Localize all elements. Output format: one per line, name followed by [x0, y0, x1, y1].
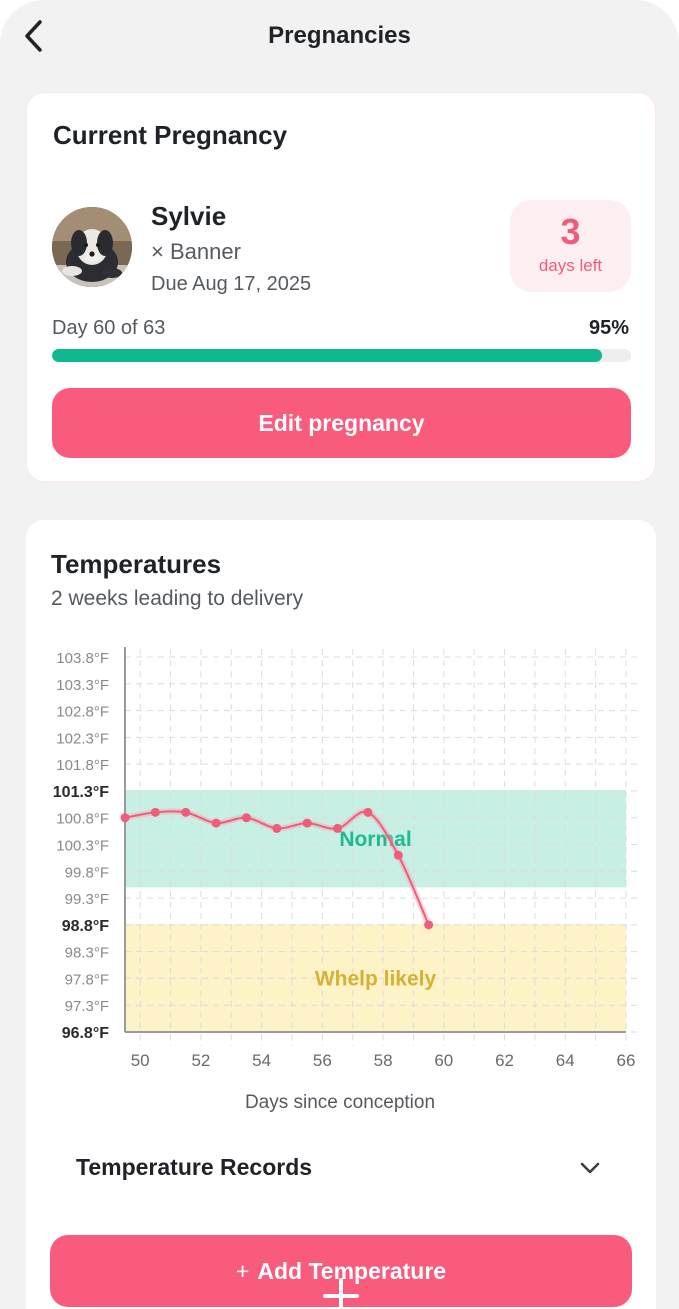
expand-records-button[interactable]	[574, 1152, 606, 1184]
temperatures-title: Temperatures	[51, 549, 222, 579]
due-date: Due Aug 17, 2025	[151, 273, 312, 295]
days-left-label: days left	[538, 256, 603, 275]
pregnancy-progress-bar	[52, 349, 631, 362]
sire-name: × Banner	[151, 239, 241, 264]
day-progress-label: Day 60 of 63	[52, 317, 166, 339]
plus-icon	[323, 1278, 359, 1309]
back-button[interactable]	[14, 16, 54, 56]
avatar	[52, 207, 132, 287]
add-temperature-label: Add Temperature	[257, 1258, 447, 1284]
current-pregnancy-title: Current Pregnancy	[53, 120, 288, 150]
page-title: Pregnancies	[268, 22, 411, 49]
days-left-value: 3	[560, 211, 581, 252]
current-pregnancy-card: Current Pregnancy Sylvie × Banner Due Au…	[26, 92, 656, 482]
temperatures-card: Temperatures 2 weeks leading to delivery…	[26, 520, 656, 1309]
chevron-left-icon	[25, 20, 42, 52]
temperature-records-label[interactable]: Temperature Records	[76, 1154, 313, 1180]
dog-photo	[52, 207, 132, 287]
pregnancy-progress-fill	[52, 349, 603, 362]
dog-name: Sylvie	[151, 201, 227, 231]
top-bar: Pregnancies	[0, 0, 679, 76]
floating-add-button[interactable]	[316, 1276, 366, 1309]
days-left-badge: 3 days left	[510, 200, 631, 292]
chevron-down-icon	[580, 1162, 600, 1174]
edit-pregnancy-button[interactable]: Edit pregnancy	[52, 388, 631, 458]
day-progress-percent: 95%	[588, 317, 629, 339]
plus-icon: +	[235, 1258, 250, 1284]
temperatures-subtitle: 2 weeks leading to delivery	[51, 587, 304, 610]
